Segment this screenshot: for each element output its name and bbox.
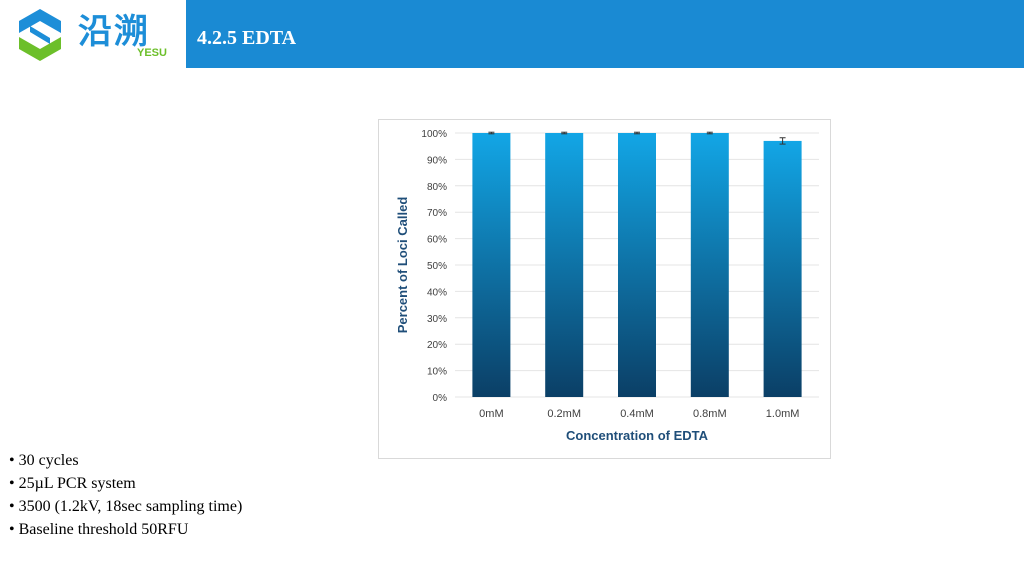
- bullet-list: • 30 cycles • 25µL PCR system • 3500 (1.…: [9, 449, 242, 541]
- logo-chinese-text: 沿溯: [78, 12, 150, 52]
- bar: [472, 133, 511, 397]
- logo-mark-icon: [19, 9, 61, 61]
- header-bar: 4.2.5 EDTA: [186, 0, 1024, 68]
- y-tick-label: 80%: [427, 182, 447, 193]
- y-axis-label: Percent of Loci Called: [395, 197, 410, 334]
- bar: [545, 133, 584, 397]
- x-tick-label: 0.2mM: [547, 408, 581, 420]
- bar: [690, 133, 729, 397]
- x-axis-label: Concentration of EDTA: [566, 428, 709, 443]
- y-tick-label: 30%: [427, 314, 447, 325]
- y-tick-label: 100%: [421, 129, 447, 140]
- bar-chart: 0% 10% 20% 30% 40% 50% 60% 70% 80% 90% 100% 0mM 0.2m…: [395, 129, 819, 443]
- bullet-item: • 30 cycles: [9, 452, 79, 469]
- y-tick-label: 50%: [427, 261, 447, 272]
- y-tick-label: 0%: [433, 393, 448, 404]
- y-tick-label: 70%: [427, 208, 447, 219]
- y-tick-label: 60%: [427, 235, 447, 246]
- logo-english-text: YESU: [137, 47, 167, 59]
- x-tick-label: 0.8mM: [693, 408, 727, 420]
- page-title: 4.2.5 EDTA: [197, 27, 297, 49]
- y-tick-label: 40%: [427, 287, 447, 298]
- bullet-item: • 25µL PCR system: [9, 475, 136, 492]
- bar: [618, 133, 656, 397]
- bullet-item: • Baseline threshold 50RFU: [9, 521, 189, 538]
- y-tick-label: 90%: [427, 155, 447, 166]
- chart-frame: 0% 10% 20% 30% 40% 50% 60% 70% 80% 90% 100% 0mM 0.2m…: [378, 119, 831, 459]
- y-tick-label: 10%: [427, 367, 447, 378]
- logo: 沿溯 YESU: [0, 0, 186, 68]
- x-tick-label: 0.4mM: [620, 408, 654, 420]
- x-tick-label: 1.0mM: [766, 408, 800, 420]
- x-tick-label: 0mM: [479, 408, 503, 420]
- y-tick-label: 20%: [427, 340, 447, 351]
- bar: [763, 140, 802, 398]
- bullet-item: • 3500 (1.2kV, 18sec sampling time): [9, 498, 243, 515]
